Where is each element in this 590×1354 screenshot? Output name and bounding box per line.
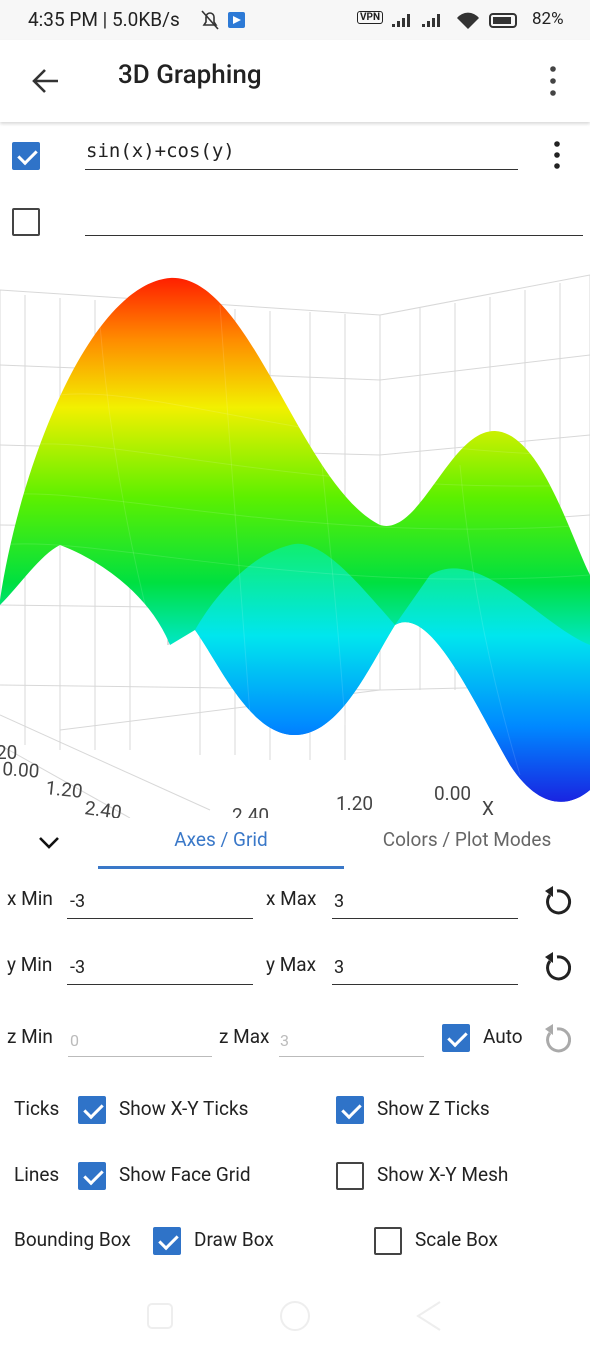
app-title: 3D Graphing [118,60,262,90]
option-checkbox[interactable] [153,1227,181,1255]
collapse-button[interactable] [38,836,60,850]
option-checkbox[interactable] [78,1162,106,1190]
checkbox-label: Show X-Y Mesh [377,1163,509,1186]
field-label: z Min [7,1025,53,1048]
function-expression[interactable]: sin(x)+cos(y) [86,140,235,162]
field-label: x Min [7,887,53,910]
battery-level: 82% [532,9,564,29]
function-checkbox[interactable] [12,208,40,236]
tab[interactable]: Axes / Grid [174,828,268,851]
axis-label: 2.40 [232,804,269,818]
checkbox-label: Show X-Y Ticks [119,1097,249,1120]
axis-label: 0.00 [434,782,471,805]
input-placeholder[interactable]: 0 [70,1031,79,1050]
input-underline [67,984,253,985]
checkbox-label: Scale Box [415,1228,498,1251]
reset-button[interactable] [541,952,573,984]
function-checkbox[interactable] [12,142,40,170]
text-input[interactable]: -3 [70,957,86,978]
surface-plot[interactable]: 20 0.00 1.20 2.40 2.40 1.20 0.00 X [0,245,590,818]
text-input[interactable]: 3 [334,957,345,978]
auto-checkbox[interactable] [442,1024,470,1052]
tab-indicator [98,866,344,869]
input-underline [67,918,253,919]
axis-label: 0.00 [2,757,41,783]
axis-label: 1.20 [44,776,83,803]
axis-label: 2.40 [83,796,123,818]
checkbox-label: Show Face Grid [119,1163,251,1186]
field-label: x Max [266,887,317,910]
input-underline [85,235,583,236]
text-input[interactable]: -3 [70,891,86,912]
status-icons [201,10,517,30]
overflow-menu[interactable] [546,66,560,96]
navigation-bar [147,1301,441,1331]
option-checkbox[interactable] [336,1162,364,1190]
axis-name: X [482,797,494,818]
app-bar [0,40,590,122]
option-label: Lines [14,1163,60,1186]
reset-button[interactable] [541,886,573,918]
field-label: y Min [7,953,53,976]
field-label: z Max [219,1025,270,1048]
axis-label: 20 [0,741,17,764]
option-checkbox[interactable] [374,1227,402,1255]
axis-label: 1.20 [336,792,373,815]
input-underline [85,169,518,170]
option-checkbox[interactable] [336,1096,364,1124]
option-label: Bounding Box [14,1228,131,1251]
function-menu[interactable] [550,140,564,170]
back-button[interactable] [30,66,62,96]
input-underline [279,1056,424,1057]
checkbox-label: Draw Box [194,1228,274,1251]
option-checkbox[interactable] [78,1096,106,1124]
input-underline [332,918,518,919]
status-time: 4:35 PM | 5.0KB/s [28,8,180,31]
input-underline [332,984,518,985]
field-label: y Max [266,953,317,976]
checkbox-label: Show Z Ticks [377,1097,490,1120]
input-underline [68,1056,212,1057]
reset-button[interactable] [541,1024,573,1056]
text-input[interactable]: 3 [334,891,345,912]
tab[interactable]: Colors / Plot Modes [382,828,552,851]
option-label: Ticks [14,1097,60,1120]
input-placeholder[interactable]: 3 [280,1031,289,1050]
plot-labels: 20 0.00 1.20 2.40 2.40 1.20 0.00 X [0,741,494,818]
status-bar [0,0,590,40]
vpn-badge: VPN [357,11,384,24]
settings-panel [0,818,590,1354]
checkbox-label: Auto [483,1025,523,1048]
